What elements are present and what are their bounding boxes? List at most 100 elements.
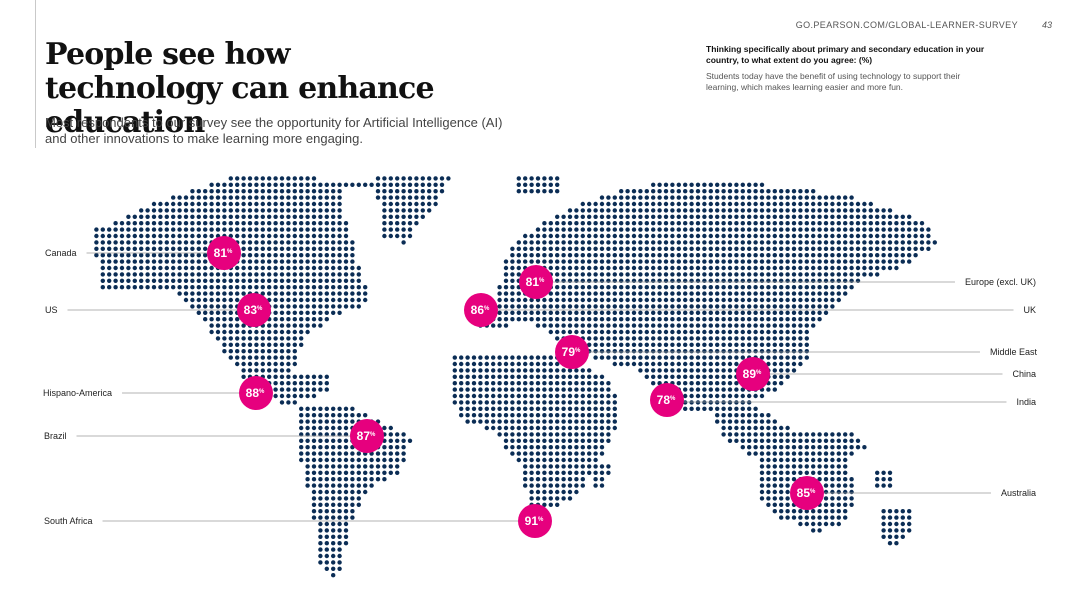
map-dot: [785, 457, 790, 463]
map-dot: [657, 336, 662, 341]
map-dot: [567, 323, 573, 328]
map-dot: [599, 246, 605, 251]
map-dot: [548, 368, 553, 373]
map-dot: [689, 246, 694, 251]
map-dot: [631, 285, 637, 290]
page-url[interactable]: GO.PEARSON.COM/GLOBAL-LEARNER-SURVEY: [795, 20, 1018, 30]
map-dot: [382, 201, 387, 207]
map-dot: [523, 406, 528, 411]
map-dot: [651, 374, 656, 379]
map-dot: [606, 432, 611, 437]
map-dot: [542, 483, 547, 488]
map-dot: [510, 400, 515, 405]
map-dot: [843, 470, 848, 475]
map-dot: [516, 400, 521, 405]
map-dot: [548, 400, 553, 405]
map-dot: [785, 425, 790, 431]
map-dot: [843, 438, 848, 443]
map-dot: [555, 227, 560, 232]
map-dot: [567, 374, 573, 379]
map-dot: [638, 246, 643, 251]
map-dot: [676, 195, 681, 200]
map-dot: [286, 355, 291, 360]
map-dot: [254, 265, 259, 271]
map-dot: [407, 438, 413, 443]
map-dot: [337, 214, 342, 219]
map-dot: [727, 349, 733, 354]
map-dot: [887, 227, 893, 232]
map-dot: [292, 387, 297, 392]
map-dot: [145, 265, 150, 271]
map-dot: [318, 253, 323, 258]
map-dot: [836, 221, 841, 226]
map-dot: [804, 291, 809, 296]
map-dot: [644, 214, 649, 219]
map-dot: [324, 259, 329, 264]
map-dot: [670, 233, 675, 239]
map-dot: [510, 304, 515, 309]
map-dot: [107, 278, 112, 283]
map-dot: [158, 278, 163, 283]
map-dot: [740, 336, 745, 341]
map-dot: [580, 304, 585, 309]
map-dot: [311, 227, 317, 232]
map-dot: [215, 272, 221, 277]
map-dot: [785, 342, 790, 347]
map-dot: [606, 470, 611, 475]
map-dot: [587, 233, 592, 239]
map-dot: [631, 265, 637, 271]
map-dot: [651, 233, 656, 239]
map-dot: [273, 227, 278, 232]
map-dot: [222, 291, 227, 296]
map-dot: [292, 214, 297, 219]
map-dot: [727, 310, 733, 315]
map-dot: [689, 329, 694, 335]
map-dot: [311, 233, 317, 239]
map-dot: [715, 285, 720, 290]
map-dot: [657, 374, 662, 379]
map-dot: [574, 406, 579, 411]
map-dot: [574, 233, 579, 239]
map-dot: [638, 208, 643, 213]
map-dot: [606, 323, 611, 328]
value-label-india: 78%: [657, 393, 676, 407]
map-dot: [670, 246, 675, 251]
map-dot: [580, 253, 585, 258]
map-dot: [823, 259, 829, 264]
map-dot: [126, 221, 131, 226]
map-dot: [190, 272, 195, 277]
map-dot: [567, 329, 573, 335]
map-dot: [734, 432, 739, 437]
map-dot: [740, 233, 745, 239]
map-dot: [318, 489, 323, 495]
map-dot: [580, 240, 585, 245]
map-dot: [228, 182, 233, 187]
map-dot: [683, 189, 688, 194]
map-dot: [651, 336, 656, 341]
map-dot: [875, 272, 880, 277]
map-dot: [759, 297, 765, 303]
map-dot: [215, 336, 221, 341]
map-dot: [555, 387, 560, 392]
map-dot: [625, 336, 630, 341]
map-dot: [215, 182, 221, 187]
map-dot: [881, 477, 886, 482]
map-dot: [190, 278, 195, 283]
map-dot: [587, 457, 592, 463]
map-dot: [132, 227, 137, 232]
map-dot: [567, 432, 573, 437]
map-dot: [260, 233, 265, 239]
map-dot: [747, 227, 752, 232]
value-bubble-uk: 86%: [464, 293, 498, 327]
map-dot: [337, 297, 342, 303]
map-dot: [318, 221, 323, 226]
map-dot: [107, 253, 112, 258]
map-dot: [286, 189, 291, 194]
map-dot: [267, 349, 272, 354]
map-dot: [331, 278, 336, 283]
map-dot: [497, 425, 502, 431]
map-dot: [561, 496, 566, 501]
map-dot: [683, 182, 688, 187]
map-dot: [900, 528, 905, 533]
map-dot: [331, 457, 336, 463]
